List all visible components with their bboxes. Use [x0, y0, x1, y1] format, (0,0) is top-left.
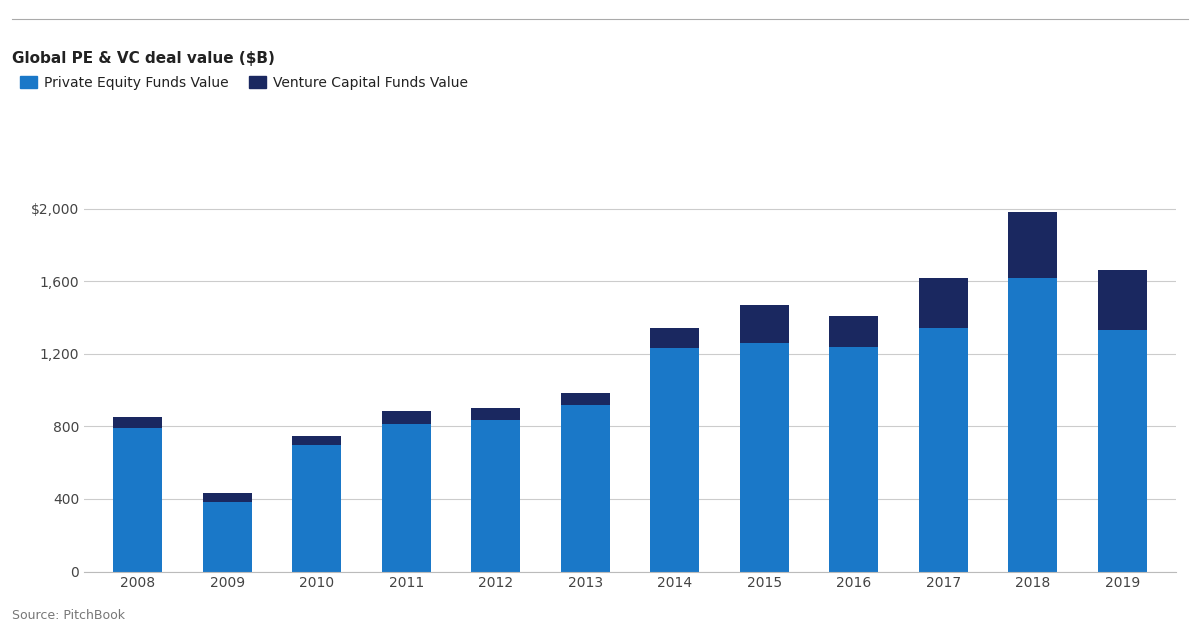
Bar — [292, 436, 341, 445]
Bar — [650, 328, 700, 349]
Bar — [292, 445, 341, 572]
Bar — [650, 349, 700, 572]
Bar — [829, 347, 878, 572]
Bar — [203, 502, 252, 572]
Bar — [1008, 277, 1057, 572]
Bar — [472, 408, 521, 420]
Legend: Private Equity Funds Value, Venture Capital Funds Value: Private Equity Funds Value, Venture Capi… — [20, 76, 468, 90]
Bar — [560, 406, 610, 572]
Bar — [382, 424, 431, 572]
Bar — [739, 343, 788, 572]
Bar — [829, 316, 878, 347]
Bar — [919, 279, 968, 328]
Text: Source: PitchBook: Source: PitchBook — [12, 610, 125, 622]
Bar — [560, 393, 610, 406]
Text: Global PE & VC deal value ($B): Global PE & VC deal value ($B) — [12, 51, 275, 66]
Bar — [113, 428, 162, 572]
Bar — [382, 411, 431, 424]
Bar — [203, 493, 252, 502]
Bar — [739, 305, 788, 343]
Bar — [919, 328, 968, 572]
Bar — [1098, 271, 1147, 330]
Bar — [1098, 330, 1147, 572]
Bar — [113, 417, 162, 428]
Bar — [1008, 212, 1057, 277]
Bar — [472, 420, 521, 572]
